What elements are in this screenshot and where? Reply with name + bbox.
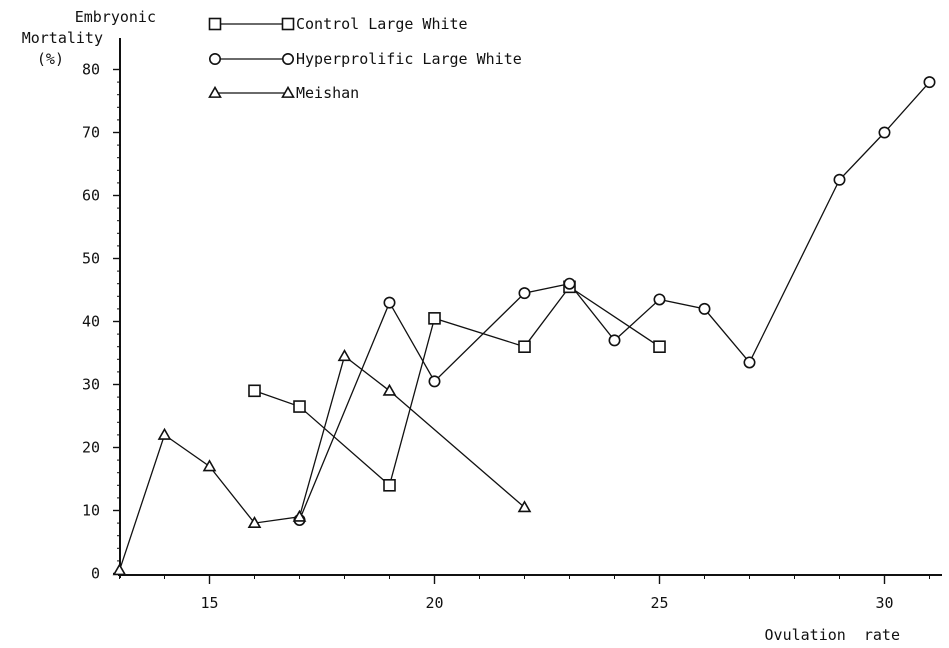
- legend-marker-start: [208, 85, 222, 98]
- legend-marker-start: [209, 52, 222, 65]
- y-tick-label: 20: [82, 439, 100, 457]
- triangle-point: [112, 563, 127, 576]
- circle-point: [428, 375, 441, 388]
- y-tick-label: 0: [91, 565, 100, 583]
- y-tick-label: 40: [82, 313, 100, 331]
- y-axis-title-line: Embryonic: [75, 8, 156, 26]
- plot-lines: [118, 81, 930, 571]
- y-tick-label: 60: [82, 187, 100, 205]
- circle-point: [698, 302, 711, 315]
- legend-marker-end: [281, 17, 295, 31]
- legend-label: Meishan: [296, 84, 359, 102]
- x-tick-label: 20: [425, 594, 443, 612]
- square-point: [383, 478, 396, 492]
- legend-marker-start: [208, 17, 222, 31]
- triangle-point: [382, 383, 397, 396]
- triangle-point: [202, 459, 217, 472]
- triangle-point: [337, 349, 352, 362]
- square-point: [653, 340, 666, 354]
- x-axis-title: Ovulation rate: [765, 626, 900, 644]
- x-tick-label: 30: [875, 594, 893, 612]
- circle-point: [743, 356, 756, 369]
- x-tick-label: 15: [200, 594, 218, 612]
- x-tick-label: 25: [650, 594, 668, 612]
- series-line-square: [254, 285, 660, 487]
- circle-point: [518, 287, 531, 300]
- y-tick-label: 10: [82, 502, 100, 520]
- y-tick-label: 30: [82, 376, 100, 394]
- legend-marker-end: [281, 85, 295, 98]
- square-point: [293, 400, 306, 413]
- series-line-triangle: [118, 355, 525, 571]
- circle-point: [878, 126, 891, 139]
- plot-marks: [112, 76, 936, 576]
- triangle-point: [517, 500, 532, 513]
- legend-label: Control Large White: [296, 15, 468, 33]
- legend-marker-end: [281, 52, 294, 65]
- y-tick-label: 50: [82, 250, 100, 268]
- triangle-point: [247, 515, 262, 529]
- series-line-circle: [298, 81, 930, 521]
- triangle-point: [292, 509, 307, 522]
- circle-point: [653, 293, 666, 306]
- y-tick-label: 80: [82, 61, 100, 79]
- y-tick-label: 70: [82, 124, 100, 142]
- circle-point: [833, 173, 846, 186]
- legend-label: Hyperprolific Large White: [296, 50, 522, 68]
- circle-point: [383, 296, 396, 309]
- square-point: [518, 340, 531, 354]
- axes: 0 10 20 30 40 50 60 70 80 15 20 25 30 Embryonic Mortal…: [22, 8, 942, 644]
- circle-point: [563, 277, 576, 290]
- triangle-point: [157, 427, 172, 440]
- y-axis-title-line: Mortality: [22, 29, 103, 47]
- legend: Control Large White Hyperprolific Large W…: [208, 15, 522, 102]
- circle-point: [923, 76, 936, 89]
- y-axis-title-line: (%): [37, 50, 64, 68]
- square-point: [428, 312, 441, 325]
- square-point: [248, 384, 261, 398]
- circle-point: [608, 334, 621, 347]
